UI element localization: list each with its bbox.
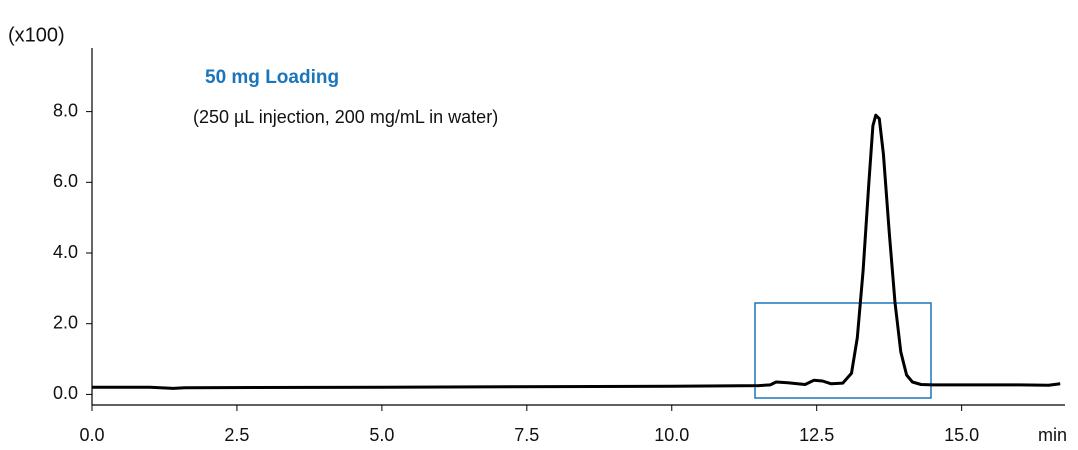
x-tick-label: 12.5 [799,425,834,445]
x-tick-label: 5.0 [369,425,394,445]
x-tick-label: 15.0 [944,425,979,445]
x-tick-label: 7.5 [514,425,539,445]
y-tick-label: 2.0 [53,312,78,332]
y-tick-label: 6.0 [53,171,78,191]
annotation-title: 50 mg Loading [205,67,339,88]
y-tick-label: 4.0 [53,242,78,262]
highlight-box [754,302,932,399]
x-tick-label: 2.5 [224,425,249,445]
y-tick-label: 0.0 [53,383,78,403]
y-axis-unit: (x100) [8,24,65,46]
x-axis-unit: min [1038,425,1067,445]
x-tick-label: 0.0 [79,425,104,445]
trace-line [92,113,1061,390]
x-tick-label: 10.0 [654,425,689,445]
y-tick-label: 8.0 [53,100,78,120]
annotation-subtitle: (250 µL injection, 200 mg/mL in water) [193,107,498,127]
